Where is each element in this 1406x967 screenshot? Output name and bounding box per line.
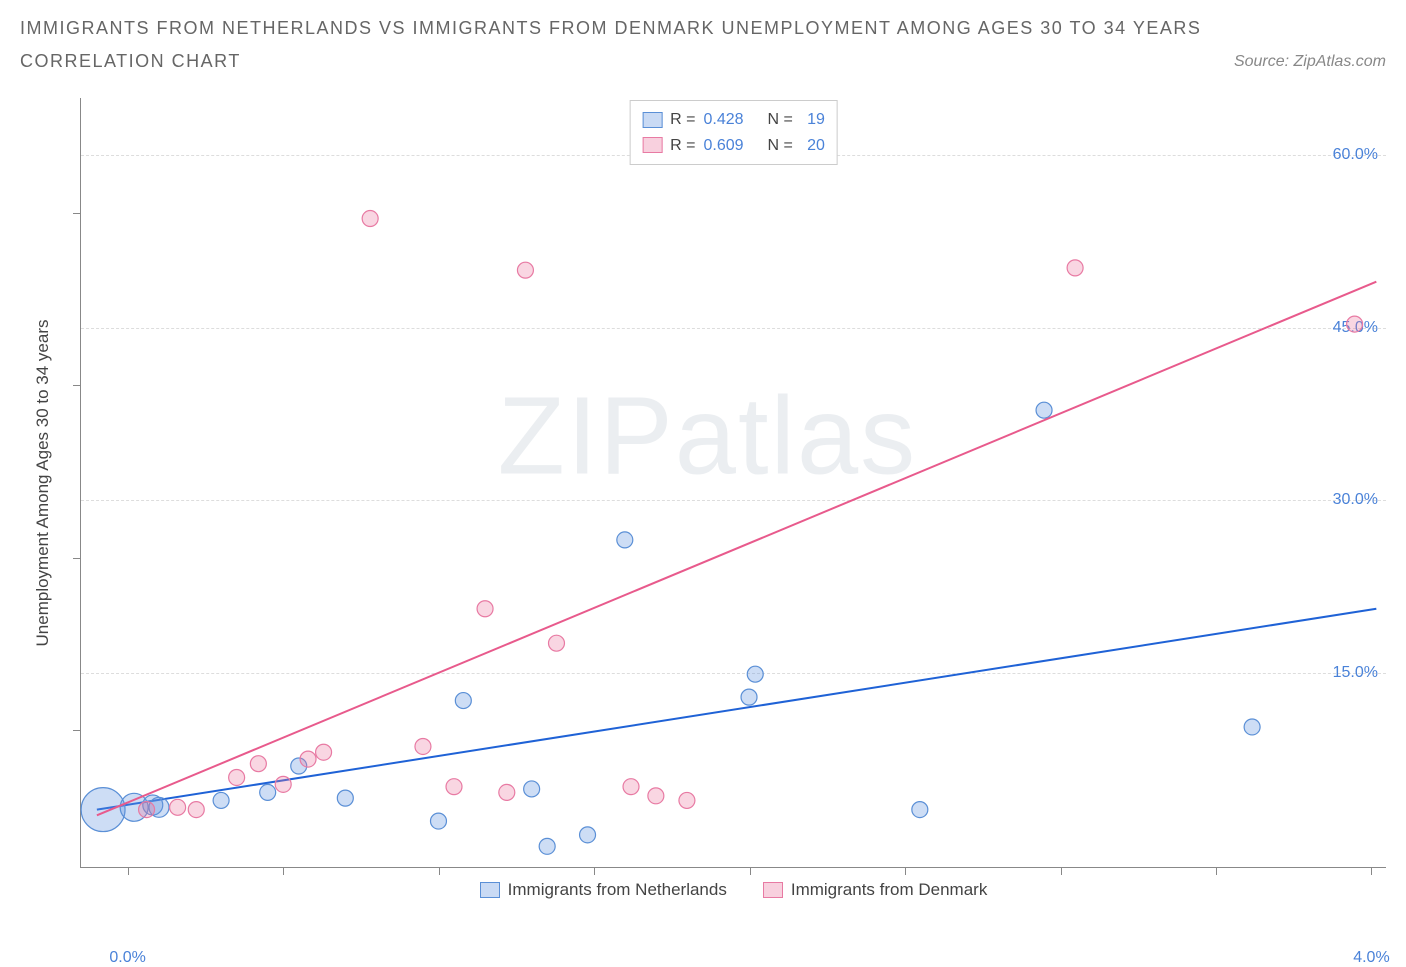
x-tick: [439, 867, 440, 875]
scatter-point: [337, 790, 353, 806]
x-tick: [1216, 867, 1217, 875]
x-tick-label: 4.0%: [1353, 949, 1389, 967]
legend-series-item: Immigrants from Denmark: [763, 880, 987, 900]
y-left-tick: [73, 730, 81, 731]
legend-r-label: R =: [670, 107, 695, 133]
scatter-point: [250, 756, 266, 772]
scatter-point: [1067, 260, 1083, 276]
legend-series: Immigrants from Netherlands Immigrants fr…: [81, 880, 1386, 903]
legend-r-value: 0.609: [703, 133, 743, 159]
legend-n-label: N =: [768, 107, 793, 133]
chart-title-line1: IMMIGRANTS FROM NETHERLANDS VS IMMIGRANT…: [20, 18, 1386, 39]
legend-n-value: 20: [801, 133, 825, 159]
scatter-point: [446, 779, 462, 795]
scatter-point: [741, 689, 757, 705]
scatter-point: [139, 802, 155, 818]
legend-swatch: [480, 882, 500, 898]
scatter-point: [524, 781, 540, 797]
x-tick-label: 0.0%: [109, 949, 145, 967]
chart-container: Unemployment Among Ages 30 to 34 years Z…: [20, 98, 1386, 868]
y-left-tick: [73, 385, 81, 386]
legend-r-label: R =: [670, 133, 695, 159]
scatter-point: [430, 813, 446, 829]
x-tick: [128, 867, 129, 875]
scatter-point: [300, 751, 316, 767]
y-left-tick: [73, 213, 81, 214]
scatter-point: [260, 784, 276, 800]
scatter-point: [415, 738, 431, 754]
scatter-point: [747, 666, 763, 682]
scatter-point: [623, 779, 639, 795]
scatter-point: [1347, 316, 1363, 332]
trend-line: [97, 282, 1376, 816]
legend-swatch: [763, 882, 783, 898]
y-left-tick: [73, 558, 81, 559]
scatter-point: [213, 792, 229, 808]
scatter-point: [499, 784, 515, 800]
legend-series-label: Immigrants from Netherlands: [508, 880, 727, 900]
plot-area: Unemployment Among Ages 30 to 34 years Z…: [80, 98, 1386, 868]
scatter-point: [188, 802, 204, 818]
scatter-point: [539, 838, 555, 854]
legend-swatch: [642, 112, 662, 128]
x-tick: [1371, 867, 1372, 875]
y-axis-label: Unemployment Among Ages 30 to 34 years: [33, 319, 53, 646]
legend-swatch: [642, 137, 662, 153]
legend-stats-row: R = 0.428 N = 19: [642, 107, 825, 133]
scatter-point: [455, 693, 471, 709]
legend-series-item: Immigrants from Netherlands: [480, 880, 727, 900]
legend-n-value: 19: [801, 107, 825, 133]
chart-source-label: Source: ZipAtlas.com: [1234, 53, 1386, 71]
legend-stats-row: R = 0.609 N = 20: [642, 133, 825, 159]
legend-n-label: N =: [768, 133, 793, 159]
scatter-point: [229, 769, 245, 785]
chart-title-line2: CORRELATION CHART: [20, 51, 241, 72]
scatter-point: [362, 211, 378, 227]
scatter-point: [316, 744, 332, 760]
scatter-point: [1036, 402, 1052, 418]
scatter-plot-svg: [81, 98, 1386, 867]
x-tick: [283, 867, 284, 875]
scatter-point: [617, 532, 633, 548]
scatter-point: [679, 792, 695, 808]
legend-stats-box: R = 0.428 N = 19 R = 0.609 N = 20: [629, 100, 838, 165]
scatter-point: [517, 262, 533, 278]
legend-series-label: Immigrants from Denmark: [791, 880, 987, 900]
scatter-point: [648, 788, 664, 804]
scatter-point: [580, 827, 596, 843]
scatter-point: [1244, 719, 1260, 735]
scatter-point: [548, 635, 564, 651]
scatter-point: [170, 799, 186, 815]
scatter-point: [912, 802, 928, 818]
scatter-point: [275, 776, 291, 792]
x-tick: [905, 867, 906, 875]
legend-r-value: 0.428: [703, 107, 743, 133]
x-tick: [594, 867, 595, 875]
scatter-point: [81, 788, 125, 832]
x-tick: [1061, 867, 1062, 875]
x-tick: [750, 867, 751, 875]
scatter-point: [477, 601, 493, 617]
